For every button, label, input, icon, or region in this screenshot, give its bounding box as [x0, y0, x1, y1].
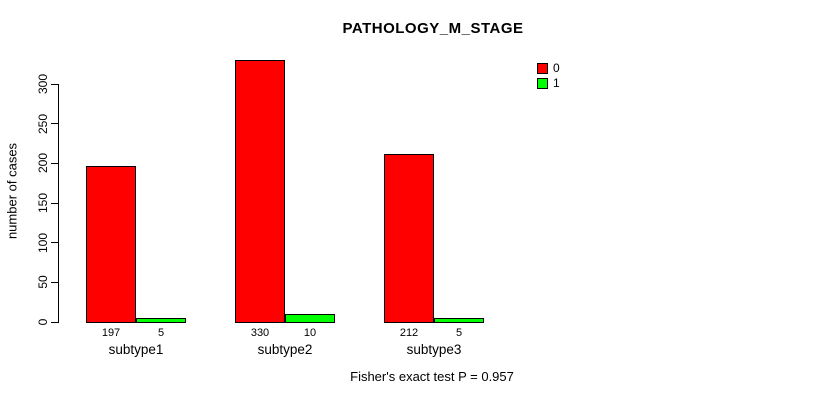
- annotation-text: Fisher's exact test P = 0.957: [350, 369, 514, 384]
- y-tick-label: 100: [36, 232, 50, 253]
- bar-subtype2-series0: [235, 60, 285, 323]
- legend-swatch-1: [537, 78, 548, 89]
- y-tick-label: 50: [36, 275, 50, 290]
- bar-value-label: 10: [303, 327, 317, 339]
- y-tick-mark: [51, 83, 58, 85]
- y-tick-mark: [51, 162, 58, 164]
- bar-subtype2-series1: [285, 314, 335, 323]
- y-axis-line: [58, 84, 59, 323]
- category-label-subtype2: subtype2: [257, 342, 313, 357]
- y-tick-label: 0: [36, 318, 50, 326]
- y-tick-label: 150: [36, 192, 50, 214]
- bar-subtype1-series1: [136, 318, 186, 323]
- bar-value-label: 5: [157, 327, 165, 339]
- legend-label-0: 0: [553, 61, 560, 75]
- y-tick-mark: [51, 202, 58, 204]
- category-label-subtype3: subtype3: [406, 342, 462, 357]
- bar-subtype1-series0: [86, 166, 136, 323]
- y-tick-label: 200: [36, 153, 50, 174]
- bar-value-label: 5: [455, 327, 463, 339]
- y-tick-mark: [51, 281, 58, 283]
- bar-value-label: 330: [250, 327, 270, 339]
- category-label-subtype1: subtype1: [108, 342, 164, 357]
- y-tick-mark: [51, 321, 58, 323]
- y-tick-mark: [51, 242, 58, 244]
- chart-title: PATHOLOGY_M_STAGE: [342, 20, 524, 37]
- y-tick-mark: [51, 123, 58, 125]
- bar-value-label: 212: [399, 327, 419, 339]
- legend-swatch-0: [537, 63, 548, 74]
- y-tick-label: 250: [36, 113, 50, 134]
- y-axis-label: number of cases: [4, 142, 20, 240]
- y-tick-label: 300: [36, 73, 50, 95]
- bar-subtype3-series0: [384, 154, 434, 323]
- bar-subtype3-series1: [434, 318, 484, 323]
- legend-label-1: 1: [553, 76, 560, 90]
- bar-value-label: 197: [101, 327, 121, 339]
